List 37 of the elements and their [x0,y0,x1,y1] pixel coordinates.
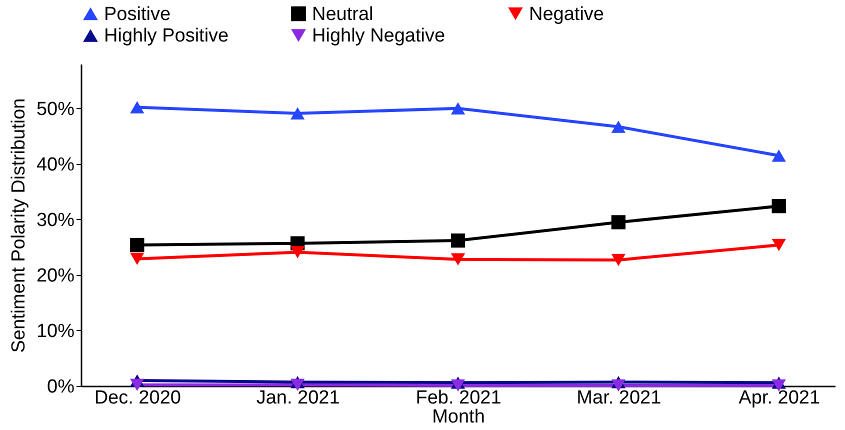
y-tick-label: 50% [36,98,75,120]
point [290,107,305,120]
point [611,120,626,133]
point [130,238,144,252]
point [611,379,626,392]
point [290,246,305,258]
point [772,199,786,214]
x-axis-title: Month [432,406,485,428]
point [611,254,626,266]
y-tick-label: 0% [47,376,75,398]
y-axis-title: Sentiment Polarity Distribution [8,98,30,353]
x-tick-label: Mar. 2021 [576,388,662,408]
legend-label: Highly Negative [312,26,446,46]
x-tick-label: Apr. 2021 [738,388,820,408]
legend-label: Highly Positive [104,26,229,46]
x-tick-label: Feb. 2021 [416,388,502,408]
point [130,101,144,114]
point [772,149,786,162]
y-tick-label: 40% [36,154,75,176]
point [450,102,466,115]
point [772,379,786,392]
legend-label: Neutral [312,4,374,25]
point [772,238,786,252]
x-tick-label: Dec. 2020 [94,388,181,408]
y-tick-label: 30% [36,210,75,231]
legend-label: Negative [529,4,604,25]
y-tick-label: 20% [36,265,75,286]
point [450,253,466,266]
point [130,252,144,265]
point [450,233,466,248]
point [290,378,305,392]
legend-label: Positive [104,4,171,25]
point [130,378,144,392]
point [450,379,466,392]
x-tick-label: Jan. 2021 [256,388,340,408]
point [611,215,626,230]
y-tick-label: 10% [36,320,75,342]
